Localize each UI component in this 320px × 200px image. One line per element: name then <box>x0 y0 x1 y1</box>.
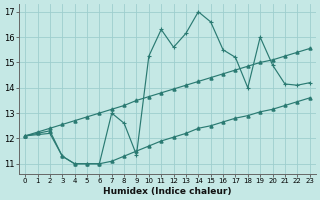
X-axis label: Humidex (Indice chaleur): Humidex (Indice chaleur) <box>103 187 232 196</box>
